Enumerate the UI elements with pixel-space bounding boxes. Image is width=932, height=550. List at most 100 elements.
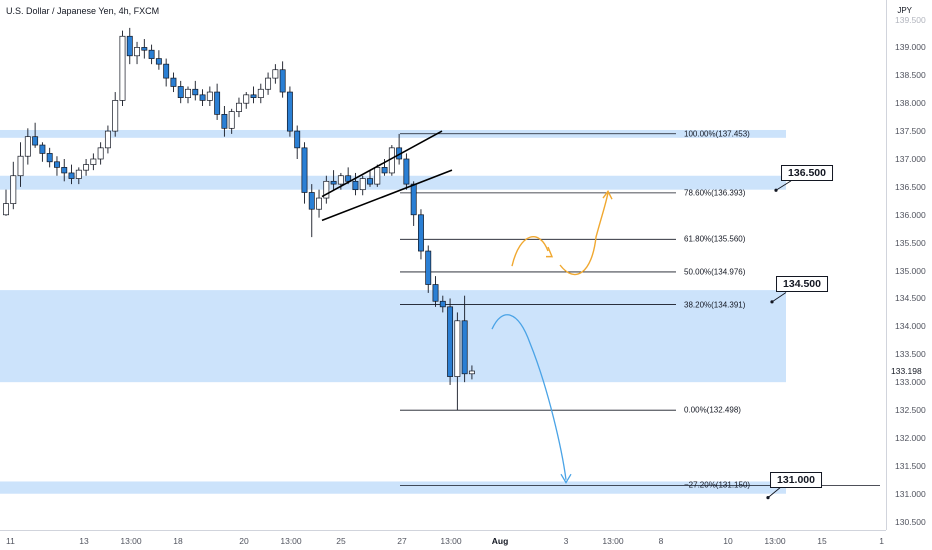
candle-body: [3, 203, 9, 216]
price-level-callout: 134.500: [776, 276, 828, 293]
price-level-callout: 131.000: [770, 471, 822, 488]
bearish-arrow-head: [560, 473, 572, 484]
candle-body: [279, 69, 286, 93]
time-tick-label: 18: [173, 536, 183, 546]
callout-anchor: [766, 496, 770, 500]
candle-body: [126, 35, 133, 57]
candle-body: [170, 77, 177, 87]
price-tick-label: 138.500: [895, 70, 926, 81]
time-tick-label: 1: [879, 536, 884, 546]
price-tick-label: 131.000: [895, 488, 926, 499]
support-resistance-zone: [0, 129, 786, 138]
candle-body: [345, 175, 352, 182]
time-tick-label: 27: [397, 536, 407, 546]
candle-body: [134, 47, 140, 57]
price-tick-label: 137.500: [895, 126, 926, 137]
time-tick-label: 13:00: [120, 536, 142, 546]
price-tick-label: 133.500: [895, 349, 926, 360]
candle-body: [214, 91, 221, 115]
fibonacci-level-label: 100.00%(137.453): [684, 129, 750, 139]
price-axis-divider: [886, 0, 887, 530]
time-tick-label: 10: [723, 536, 733, 546]
price-tick-label: 135.500: [895, 237, 926, 248]
candle-body: [75, 169, 82, 179]
candle-body: [46, 153, 53, 163]
candle-body: [250, 94, 257, 98]
candle-body: [308, 192, 315, 210]
time-tick-label: 13: [79, 536, 89, 546]
price-tick-label: 139.500: [895, 14, 926, 25]
time-tick-label: 11: [6, 536, 15, 546]
price-tick-label: 134.500: [895, 293, 926, 304]
callout-pointer: [775, 180, 792, 191]
candle-body: [454, 320, 461, 377]
bullish-arrow-head-1: [546, 246, 554, 258]
fibonacci-level-label: 50.00%(134.976): [684, 267, 746, 277]
price-tick-label: 132.500: [895, 405, 926, 416]
candle-body: [316, 197, 322, 210]
candle-body: [403, 158, 410, 185]
fibonacci-level-label: 0.00%(132.498): [684, 405, 741, 415]
callout-anchor: [774, 188, 778, 192]
bullish-projection-path: [511, 192, 609, 276]
price-tick-label: 135.000: [895, 265, 926, 276]
price-tick-label: 137.000: [895, 154, 926, 164]
candle-body: [323, 180, 330, 199]
price-tick-label: 134.000: [895, 321, 926, 332]
candle-body: [199, 94, 206, 101]
candle-body: [10, 175, 17, 204]
time-tick-label: 13:00: [764, 536, 786, 546]
time-axis-divider: [0, 530, 886, 531]
candle-body: [461, 320, 468, 375]
fibonacci-level-label: 78.60%(136.393): [684, 188, 746, 198]
candle-body: [206, 91, 213, 101]
bullish-arrow-head-2: [602, 190, 613, 200]
candle-body: [381, 167, 388, 174]
time-tick-label: 13:00: [602, 536, 624, 546]
candle-body: [155, 58, 162, 65]
callout-anchor: [770, 300, 774, 304]
candle-body: [61, 167, 68, 174]
price-tick-label: 136.500: [895, 181, 926, 192]
currency-label: JPY: [897, 6, 912, 15]
time-tick-label: 25: [336, 536, 346, 546]
candle-body: [24, 136, 31, 157]
price-tick-label: 130.500: [895, 516, 926, 527]
candle-body: [141, 47, 148, 51]
time-tick-label: 15: [817, 536, 827, 546]
candle-body: [112, 100, 119, 132]
candle-body: [265, 77, 272, 90]
time-tick-label: 13:00: [280, 536, 302, 546]
candle-body: [68, 172, 75, 179]
candle-body: [148, 49, 155, 59]
candle-body: [83, 164, 90, 171]
candle-body: [352, 180, 359, 191]
candle-body: [432, 284, 439, 302]
candle-body: [97, 147, 104, 160]
price-tick-label: 139.000: [895, 42, 926, 53]
time-tick-label: 3: [563, 536, 569, 546]
candle-body: [163, 63, 170, 79]
candle-body: [177, 86, 184, 98]
candle-body: [286, 91, 293, 132]
support-resistance-zone: [0, 290, 786, 383]
time-tick-label: Aug: [491, 536, 509, 546]
candle-body: [367, 178, 373, 185]
last-price-label: 133.198: [889, 366, 924, 377]
candle-body: [359, 178, 366, 191]
price-tick-label: 138.000: [895, 98, 926, 109]
price-tick-label: 136.000: [895, 209, 926, 220]
candle-body: [330, 180, 337, 185]
channel-lower-line: [321, 169, 453, 222]
candle-body: [468, 370, 475, 375]
support-resistance-zone: [0, 481, 786, 494]
candle-body: [447, 306, 454, 377]
candle-body: [192, 88, 199, 96]
candle-body: [294, 130, 301, 149]
callout-pointer: [771, 292, 787, 303]
candle-body: [257, 88, 264, 98]
candle-body: [418, 214, 424, 252]
fibonacci-level-label: 38.20%(134.391): [684, 300, 746, 310]
